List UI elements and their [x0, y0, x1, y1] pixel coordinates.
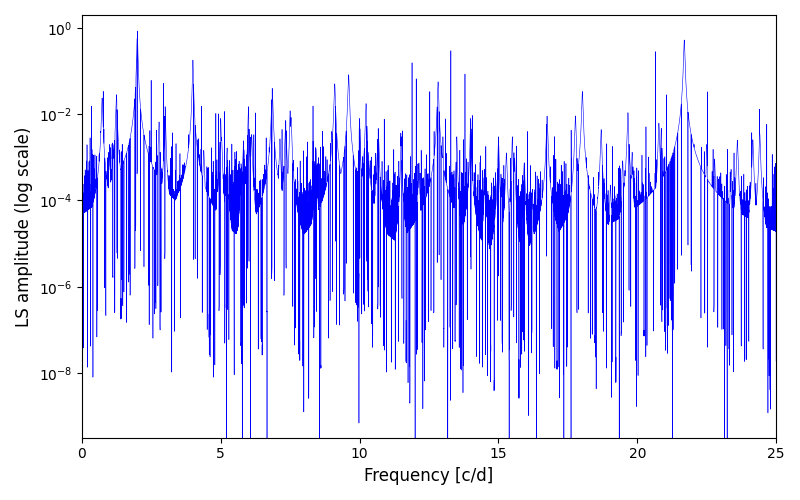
X-axis label: Frequency [c/d]: Frequency [c/d]: [364, 467, 494, 485]
Y-axis label: LS amplitude (log scale): LS amplitude (log scale): [15, 126, 33, 326]
